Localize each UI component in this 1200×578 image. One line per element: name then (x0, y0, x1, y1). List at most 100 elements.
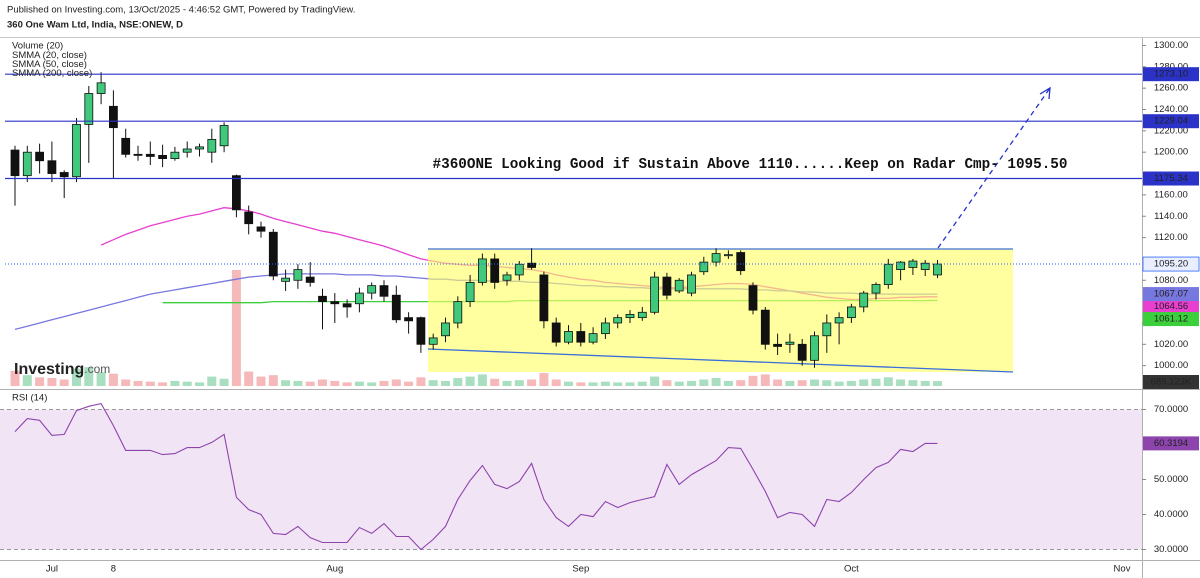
candle-body (871, 284, 881, 294)
volume-bar (84, 367, 94, 386)
x-tick-label: Jul (46, 564, 58, 575)
volume-bar (441, 380, 450, 386)
volume-bar (47, 378, 57, 386)
candle-body (810, 335, 819, 361)
candle-body (367, 285, 377, 294)
chart-title: 360 One Wam Ltd, India, NSE:ONEW, D (7, 20, 183, 31)
candle-body (391, 294, 401, 321)
volume-bar (514, 380, 524, 386)
annotation: #360ONE Looking Good if Sustain Above 11… (433, 157, 1068, 173)
candle-body (145, 153, 155, 157)
volume-bar (342, 382, 352, 386)
y-tick-label: 1120.00 (1154, 232, 1188, 243)
volume-bar (96, 372, 106, 386)
rsi-tick-label: 70.0000 (1154, 404, 1188, 415)
rsi-value-label-bg (1143, 436, 1199, 451)
y-tick-label: 1160.00 (1154, 189, 1188, 200)
logo-main: Investing (14, 361, 84, 378)
x-tick-label: Aug (326, 564, 343, 575)
candle-body (281, 277, 291, 282)
candle-body (477, 258, 487, 283)
candle-body (256, 226, 266, 232)
smma-value-label: 1064.56 (1154, 301, 1188, 312)
header: Published on Investing.com, 13/Oct/2025 … (7, 5, 355, 16)
volume-bar (121, 379, 131, 386)
y-tick-label: 1260.00 (1154, 83, 1188, 94)
volume-bar (170, 380, 180, 386)
volume-bar (330, 380, 340, 386)
volume-bar (822, 380, 832, 386)
volume-bar (318, 379, 327, 386)
volume-bar (182, 381, 192, 386)
volume-bar (576, 382, 586, 386)
candle-body (404, 317, 414, 322)
volume-bar (293, 380, 303, 386)
candle-body (674, 279, 684, 292)
candle-body (699, 261, 709, 273)
candle-body (293, 269, 303, 281)
candle-body (687, 274, 696, 294)
candle-body (896, 261, 905, 270)
candle-body (10, 149, 20, 177)
volume-bar (920, 380, 930, 386)
y-tick-label: 1080.00 (1154, 275, 1188, 286)
candle-body (564, 331, 573, 343)
candle-body (588, 333, 598, 343)
candle-body (133, 153, 143, 156)
volume-bar (871, 378, 881, 386)
volume-bar (268, 375, 278, 386)
candle-body (785, 341, 795, 345)
volume-bar (207, 376, 217, 386)
volume-bar (773, 379, 783, 386)
overlay-layer (5, 73, 1142, 265)
candle-body (441, 322, 450, 337)
volume-bar (859, 379, 869, 386)
candle-body (797, 343, 807, 361)
smma-value-label: 1067.07 (1154, 289, 1188, 300)
volume-bar (367, 382, 377, 386)
volume-bar (59, 379, 69, 386)
x-tick-label: Sep (572, 564, 589, 575)
volume-bar (354, 381, 364, 386)
volume-bar (108, 373, 118, 386)
candle-body (318, 295, 327, 303)
candle-body (379, 285, 389, 297)
volume-bar (195, 382, 204, 386)
candle-body (920, 262, 930, 270)
rsi-layer (0, 402, 1142, 551)
volume-bar (711, 378, 721, 386)
candle-body (35, 151, 44, 162)
volume-bar (465, 376, 475, 386)
volume-bar (723, 380, 733, 386)
candle-body (625, 314, 635, 319)
y-tick-label: 1240.00 (1154, 104, 1188, 115)
logo: Investing.com (14, 361, 110, 378)
candle-body (859, 292, 869, 308)
candle-body (465, 282, 475, 303)
rsi-value-label: 60.3194 (1154, 438, 1188, 449)
candle-body (551, 322, 561, 343)
volume-bar (662, 380, 672, 386)
candle-layer (10, 72, 942, 368)
candle-body (908, 260, 918, 268)
candle-body (121, 137, 131, 155)
candle-body (47, 160, 57, 174)
candle-body (527, 262, 536, 268)
candle-body (760, 309, 770, 345)
volume-bar (760, 374, 770, 386)
trend-line (427, 348, 1014, 373)
candle-body (72, 124, 81, 178)
candle-body (847, 306, 856, 319)
candle-body (59, 172, 69, 178)
candle-body (662, 276, 672, 296)
volume-bar (564, 381, 573, 386)
volume-bar (834, 381, 844, 386)
range-box (428, 249, 1013, 372)
volume-bar (933, 381, 942, 386)
volume-bar (404, 381, 414, 386)
candle-body (773, 343, 782, 347)
legend-entry: SMMA (20, close) (12, 50, 87, 61)
volume-bar (428, 380, 438, 386)
level-label-bg (1143, 171, 1199, 186)
volume-bar (736, 380, 746, 386)
